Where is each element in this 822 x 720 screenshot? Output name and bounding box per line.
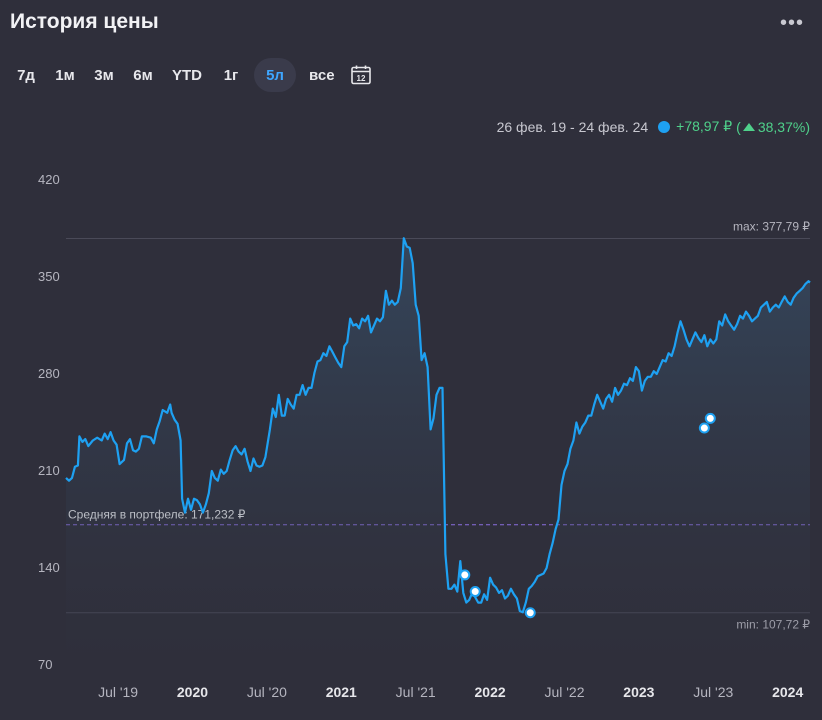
period-6m[interactable]: 6м [133,66,153,84]
series-dot-icon [658,120,671,133]
trade-marker[interactable] [704,412,716,424]
x-tick-label: 2021 [326,684,357,700]
y-tick-label: 280 [38,366,60,381]
x-tick-label: Jul '19 [98,684,138,700]
price-line [65,237,811,614]
period-all[interactable]: все [309,66,335,84]
y-tick-label: 420 [38,172,60,187]
x-tick-label: 2022 [475,684,506,700]
period-3m[interactable]: 3м [94,66,114,84]
period-7d[interactable]: 7д [17,66,35,84]
calendar-icon-label: 12 [356,74,365,83]
page-title: История цены [10,10,159,33]
x-tick-label: Jul '23 [693,684,733,700]
price-summary: 26 фев. 19 - 24 фев. 24 +78,97 ₽ ( 38,37… [497,118,810,135]
trade-marker[interactable] [524,607,536,619]
period-ytd[interactable]: YTD [172,66,202,84]
y-tick-label: 140 [38,560,60,575]
trade-marker[interactable] [459,569,471,581]
percent-open: ( [736,118,741,135]
x-tick-label: Jul '21 [396,684,436,700]
period-selector: 7д 1м 3м 6м YTD 1г 5л все 12 [10,58,372,92]
x-tick-label: Jul '20 [247,684,287,700]
max-label: max: 377,79 ₽ [733,219,810,233]
calendar-icon[interactable]: 12 [350,64,372,86]
x-tick-label: 2023 [623,684,654,700]
y-tick-label: 350 [38,269,60,284]
percent-change: 38,37%) [757,118,810,135]
trade-marker[interactable] [698,422,710,434]
period-1y[interactable]: 1г [223,66,239,84]
x-tick-label: 2020 [177,684,208,700]
more-horizontal-icon[interactable]: ••• [779,12,804,34]
period-5y[interactable]: 5л [254,58,296,92]
x-tick-label: Jul '22 [544,684,584,700]
x-tick-label: 2024 [772,684,803,700]
y-tick-label: 70 [38,657,52,672]
price-change: +78,97 ₽ [676,118,733,134]
price-area [66,238,810,665]
trade-marker[interactable] [469,586,481,598]
date-range: 26 фев. 19 - 24 фев. 24 [496,118,649,135]
arrow-up-icon [742,122,755,131]
y-tick-label: 210 [38,463,60,478]
period-1m[interactable]: 1м [55,66,75,84]
